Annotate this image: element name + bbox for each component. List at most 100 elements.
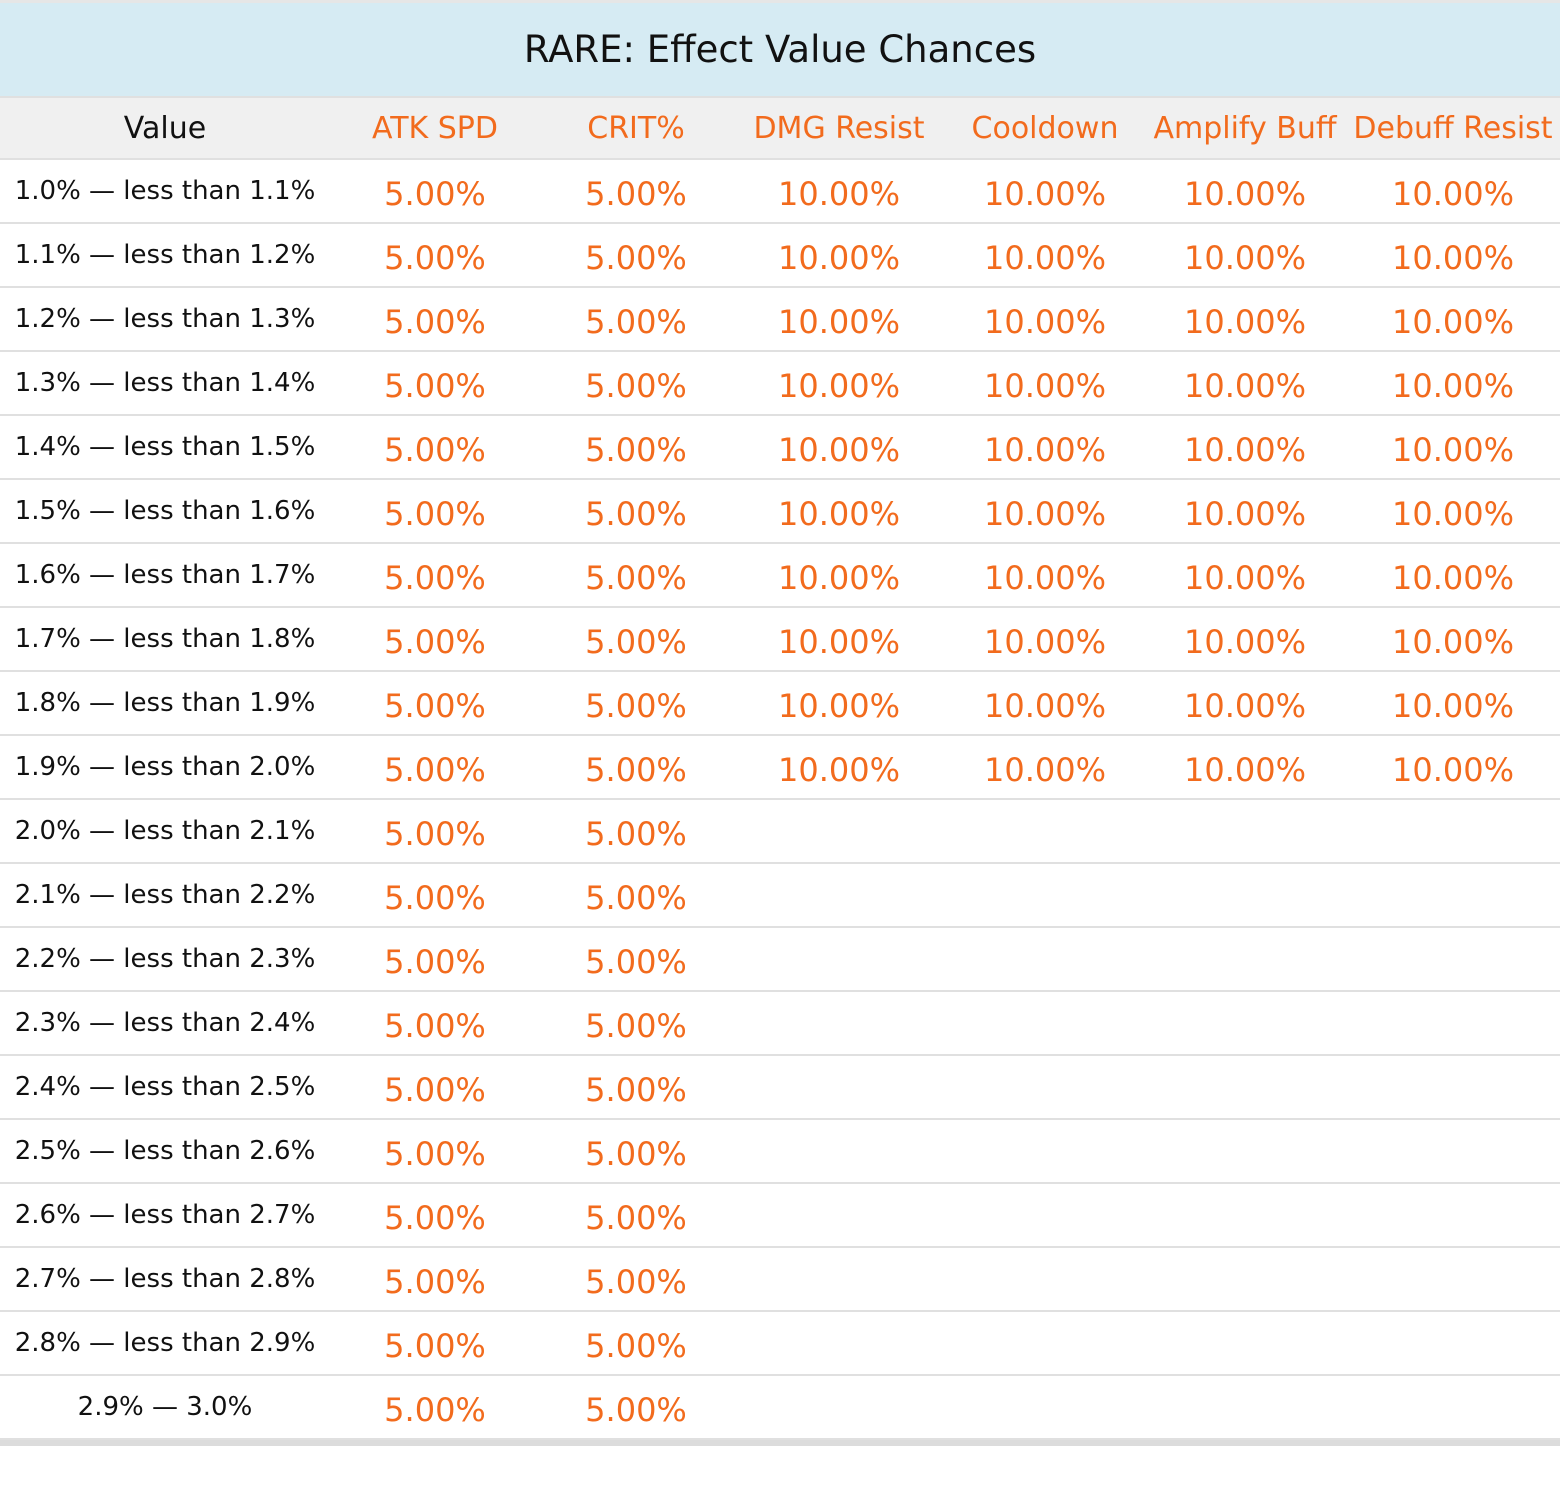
cell-crit: 5.00% bbox=[585, 303, 687, 341]
cell-debuff-resist bbox=[1346, 1248, 1560, 1310]
table-row: 2.4% — less than 2.5% 5.00% 5.00% bbox=[0, 1056, 1560, 1120]
cell-amplify-buff: 10.00% bbox=[1183, 495, 1306, 533]
table-row: 1.3% — less than 1.4% 5.00% 5.00% 10.00% 10.… bbox=[0, 352, 1560, 416]
cell-cooldown: 10.00% bbox=[983, 367, 1106, 405]
table-body: 1.0% — less than 1.1% 5.00% 5.00% 10.00% 10.… bbox=[0, 160, 1560, 1440]
header-value: Value bbox=[123, 110, 207, 146]
cell-value: 2.2% — less than 2.3% bbox=[14, 944, 316, 974]
cell-dmg-resist bbox=[732, 864, 946, 926]
cell-amplify-buff: 10.00% bbox=[1183, 559, 1306, 597]
cell-value: 2.0% — less than 2.1% bbox=[14, 816, 316, 846]
cell-value: 1.2% — less than 1.3% bbox=[14, 304, 316, 334]
cell-amplify-buff bbox=[1144, 864, 1346, 926]
cell-dmg-resist: 10.00% bbox=[777, 239, 900, 277]
cell-crit: 5.00% bbox=[585, 175, 687, 213]
cell-amplify-buff: 10.00% bbox=[1183, 431, 1306, 469]
cell-value: 2.8% — less than 2.9% bbox=[14, 1328, 316, 1358]
cell-cooldown: 10.00% bbox=[983, 239, 1106, 277]
cell-dmg-resist bbox=[732, 1184, 946, 1246]
table-title: RARE: Effect Value Chances bbox=[0, 0, 1560, 96]
cell-value: 2.9% — 3.0% bbox=[77, 1392, 253, 1422]
cell-dmg-resist: 10.00% bbox=[777, 431, 900, 469]
cell-amplify-buff: 10.00% bbox=[1183, 239, 1306, 277]
cell-value: 1.0% — less than 1.1% bbox=[14, 176, 316, 206]
cell-dmg-resist: 10.00% bbox=[777, 687, 900, 725]
cell-cooldown bbox=[946, 1248, 1144, 1310]
cell-amplify-buff: 10.00% bbox=[1183, 303, 1306, 341]
table-row: 2.7% — less than 2.8% 5.00% 5.00% bbox=[0, 1248, 1560, 1312]
cell-debuff-resist bbox=[1346, 992, 1560, 1054]
cell-cooldown bbox=[946, 1056, 1144, 1118]
table-row: 1.4% — less than 1.5% 5.00% 5.00% 10.00% 10.… bbox=[0, 416, 1560, 480]
cell-cooldown bbox=[946, 928, 1144, 990]
cell-atk-spd: 5.00% bbox=[384, 1391, 486, 1429]
header-amplify-buff: Amplify Buff bbox=[1153, 110, 1337, 146]
table-row: 1.5% — less than 1.6% 5.00% 5.00% 10.00% 10.… bbox=[0, 480, 1560, 544]
cell-value: 1.5% — less than 1.6% bbox=[14, 496, 316, 526]
cell-atk-spd: 5.00% bbox=[384, 1263, 486, 1301]
cell-crit: 5.00% bbox=[585, 495, 687, 533]
effect-value-table: RARE: Effect Value Chances Value ATK SPD… bbox=[0, 0, 1560, 1446]
cell-cooldown: 10.00% bbox=[983, 687, 1106, 725]
cell-crit: 5.00% bbox=[585, 559, 687, 597]
cell-cooldown bbox=[946, 864, 1144, 926]
table-row: 2.5% — less than 2.6% 5.00% 5.00% bbox=[0, 1120, 1560, 1184]
cell-crit: 5.00% bbox=[585, 1391, 687, 1429]
cell-atk-spd: 5.00% bbox=[384, 431, 486, 469]
cell-atk-spd: 5.00% bbox=[384, 495, 486, 533]
cell-value: 2.5% — less than 2.6% bbox=[14, 1136, 316, 1166]
cell-atk-spd: 5.00% bbox=[384, 1199, 486, 1237]
cell-debuff-resist: 10.00% bbox=[1391, 175, 1514, 213]
cell-amplify-buff bbox=[1144, 1056, 1346, 1118]
cell-dmg-resist bbox=[732, 1120, 946, 1182]
cell-atk-spd: 5.00% bbox=[384, 879, 486, 917]
table-row: 2.9% — 3.0% 5.00% 5.00% bbox=[0, 1376, 1560, 1440]
cell-crit: 5.00% bbox=[585, 943, 687, 981]
cell-atk-spd: 5.00% bbox=[384, 943, 486, 981]
table-row: 2.1% — less than 2.2% 5.00% 5.00% bbox=[0, 864, 1560, 928]
table-row: 1.1% — less than 1.2% 5.00% 5.00% 10.00% 10.… bbox=[0, 224, 1560, 288]
cell-cooldown bbox=[946, 1184, 1144, 1246]
cell-debuff-resist: 10.00% bbox=[1391, 687, 1514, 725]
cell-debuff-resist: 10.00% bbox=[1391, 751, 1514, 789]
cell-atk-spd: 5.00% bbox=[384, 559, 486, 597]
cell-atk-spd: 5.00% bbox=[384, 1327, 486, 1365]
cell-atk-spd: 5.00% bbox=[384, 303, 486, 341]
cell-crit: 5.00% bbox=[585, 1071, 687, 1109]
cell-debuff-resist: 10.00% bbox=[1391, 367, 1514, 405]
cell-dmg-resist: 10.00% bbox=[777, 367, 900, 405]
cell-dmg-resist bbox=[732, 800, 946, 862]
cell-crit: 5.00% bbox=[585, 815, 687, 853]
table-row: 1.9% — less than 2.0% 5.00% 5.00% 10.00% 10.… bbox=[0, 736, 1560, 800]
cell-debuff-resist: 10.00% bbox=[1391, 303, 1514, 341]
cell-crit: 5.00% bbox=[585, 623, 687, 661]
cell-dmg-resist: 10.00% bbox=[777, 559, 900, 597]
cell-value: 1.3% — less than 1.4% bbox=[14, 368, 316, 398]
cell-value: 1.9% — less than 2.0% bbox=[14, 752, 316, 782]
cell-dmg-resist bbox=[732, 1248, 946, 1310]
cell-crit: 5.00% bbox=[585, 879, 687, 917]
cell-crit: 5.00% bbox=[585, 367, 687, 405]
cell-cooldown: 10.00% bbox=[983, 431, 1106, 469]
table-row: 2.6% — less than 2.7% 5.00% 5.00% bbox=[0, 1184, 1560, 1248]
table-row: 2.2% — less than 2.3% 5.00% 5.00% bbox=[0, 928, 1560, 992]
table-bottom-border bbox=[0, 1440, 1560, 1446]
cell-crit: 5.00% bbox=[585, 1327, 687, 1365]
cell-crit: 5.00% bbox=[585, 1263, 687, 1301]
cell-amplify-buff bbox=[1144, 1248, 1346, 1310]
cell-debuff-resist bbox=[1346, 928, 1560, 990]
cell-amplify-buff: 10.00% bbox=[1183, 175, 1306, 213]
cell-debuff-resist bbox=[1346, 864, 1560, 926]
cell-cooldown bbox=[946, 1376, 1144, 1438]
table-row: 1.8% — less than 1.9% 5.00% 5.00% 10.00% 10.… bbox=[0, 672, 1560, 736]
cell-amplify-buff bbox=[1144, 1312, 1346, 1374]
cell-dmg-resist bbox=[732, 1312, 946, 1374]
cell-value: 2.4% — less than 2.5% bbox=[14, 1072, 316, 1102]
cell-amplify-buff bbox=[1144, 928, 1346, 990]
cell-amplify-buff bbox=[1144, 1120, 1346, 1182]
cell-debuff-resist: 10.00% bbox=[1391, 495, 1514, 533]
cell-debuff-resist bbox=[1346, 1312, 1560, 1374]
cell-amplify-buff bbox=[1144, 992, 1346, 1054]
cell-atk-spd: 5.00% bbox=[384, 1007, 486, 1045]
cell-value: 2.6% — less than 2.7% bbox=[14, 1200, 316, 1230]
